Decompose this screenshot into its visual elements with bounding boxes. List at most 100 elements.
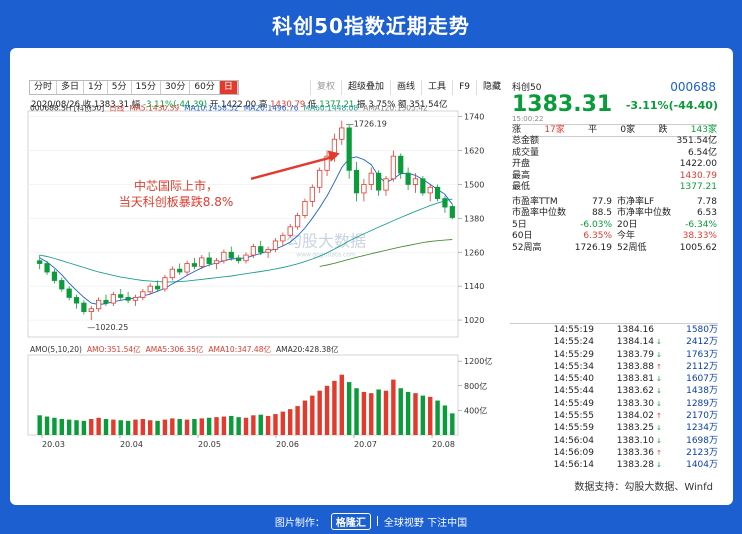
tick-arrow: ↑ xyxy=(656,362,662,371)
volume-bar xyxy=(295,406,300,435)
tool-f9[interactable]: F9 xyxy=(452,80,476,95)
volume-bar xyxy=(398,388,403,435)
tick-list[interactable]: 14:55:19 1384.16 1580万 14:55:24 1384.14 ↓ 2412… xyxy=(510,323,718,472)
ohlc-high-label: 高 xyxy=(258,100,268,110)
stat-label: 市净率中位数 xyxy=(617,208,672,218)
vol-legend-item: AMO(5,10,20) xyxy=(30,345,82,354)
volume-bar xyxy=(428,396,433,435)
stat-pair: 52周高 1726.19 xyxy=(512,243,612,254)
y-tick-label: 1140 xyxy=(464,282,484,291)
stat-pair: 市盈率中位数 88.5 xyxy=(512,208,612,219)
candle-body xyxy=(317,169,323,188)
volume-bar xyxy=(369,393,374,435)
annotation-text: 当天科创板暴跌8.8% xyxy=(119,194,234,209)
stat-label: 市净率LF xyxy=(617,196,655,207)
kline-chart[interactable]: 000688.SH [科创50] 日线 MA5:1430.39 MA10:1458.5… xyxy=(26,105,506,455)
ohlc-amp: -3.11%(-44.39) xyxy=(143,100,208,110)
ohlc-close: 1383.31 xyxy=(93,100,130,110)
tick-time: 14:55:34 xyxy=(553,361,594,372)
tick-row: 14:55:44 1383.62 ↓ 1438万 xyxy=(510,385,718,397)
volume-bar xyxy=(265,415,271,435)
vol-tick-label: 400亿 xyxy=(464,405,487,415)
volume-bar xyxy=(44,416,50,435)
tick-price: 1383.30 xyxy=(616,398,654,409)
tick-row: 14:55:24 1384.14 ↓ 2412万 xyxy=(510,336,718,348)
period-tabs: 分时 多日 1分 5分 15分 30分 60分 日 xyxy=(29,80,239,95)
stat-pair: 60日 6.35% xyxy=(512,231,612,242)
volume-bar xyxy=(324,385,330,435)
tab-intraday[interactable]: 分时 xyxy=(30,81,58,94)
volume-bar xyxy=(243,417,249,435)
tab-1min[interactable]: 1分 xyxy=(84,81,108,94)
tick-arrow: ↓ xyxy=(656,350,662,359)
stat-label: 5日 xyxy=(512,219,527,230)
tab-60min[interactable]: 60分 xyxy=(190,81,220,94)
tab-15min[interactable]: 15分 xyxy=(132,81,161,94)
candle-body xyxy=(250,246,256,256)
vol-legend-item: AMA20:428.38亿 xyxy=(276,344,339,354)
candle-body xyxy=(434,186,441,199)
tab-multiday[interactable]: 多日 xyxy=(57,81,85,94)
ma-legend-item: 日线 xyxy=(109,105,124,113)
tab-5min[interactable]: 5分 xyxy=(108,81,132,94)
volume-bar xyxy=(199,418,204,435)
tick-time: 14:56:09 xyxy=(553,447,594,458)
tick-row: 14:55:34 1383.88 ↑ 2112万 xyxy=(510,361,718,373)
footer: 图片制作： 格隆汇 全球视野 下注中国 xyxy=(0,508,742,534)
stat-pair-row: 52周高 1726.19 52周低 1005.62 xyxy=(512,243,717,254)
index-code[interactable]: 000688 xyxy=(670,80,716,94)
candle-body xyxy=(199,257,205,267)
volume-bar xyxy=(140,419,146,435)
tool-hide[interactable]: 隐藏 xyxy=(475,80,507,95)
tick-time: 14:55:49 xyxy=(553,398,594,409)
tick-row: 14:56:09 1383.36 ↑ 2123万 xyxy=(510,447,718,459)
tick-volume: 1438万 xyxy=(686,386,718,397)
volume-bar xyxy=(111,419,116,435)
volume-bar xyxy=(361,391,367,435)
candle-body xyxy=(243,254,249,262)
tick-row: 14:55:29 1383.79 ↓ 1763万 xyxy=(510,349,718,361)
tool-overlay[interactable]: 超级叠加 xyxy=(341,80,390,95)
ohlc-open: 1422.00 xyxy=(221,100,257,110)
stat-pair-row: 市盈率中位数 88.5 市净率中位数 6.53 xyxy=(512,208,717,219)
candle-body xyxy=(184,263,190,273)
tick-volume: 1580万 xyxy=(686,325,718,335)
ama120-line xyxy=(319,239,453,267)
tick-price: 1384.14 xyxy=(616,337,654,348)
x-tick-label: 20.04 xyxy=(120,440,143,449)
candle-body xyxy=(449,206,455,218)
candle-body xyxy=(309,186,315,202)
volume-bar xyxy=(339,374,344,435)
tab-daily[interactable]: 日 xyxy=(219,81,238,94)
stat-value: 351.54亿 xyxy=(676,136,718,146)
candle-body xyxy=(37,260,43,264)
candle-body xyxy=(258,246,264,253)
stat-value: 1726.19 xyxy=(574,242,612,253)
volume-bar xyxy=(96,417,101,435)
stat-row: 最高 1430.79 xyxy=(512,171,717,182)
ma5-line xyxy=(39,156,453,305)
chart-toolbar: 复权 超级叠加 画线 工具 F9 隐藏 xyxy=(310,80,507,95)
ohlc-amp-label: 幅 xyxy=(131,100,141,110)
ohlc-vol-label: 额 xyxy=(397,100,407,110)
stat-row: 开盘 1422.00 xyxy=(512,159,717,170)
tool-draw[interactable]: 画线 xyxy=(390,80,421,95)
tick-volume: 1698万 xyxy=(686,435,718,446)
tab-30min[interactable]: 30分 xyxy=(161,81,191,94)
volume-bar xyxy=(221,416,227,435)
last-price: 1383.31 xyxy=(512,92,613,117)
footer-slogan: 全球视野 下注中国 xyxy=(383,517,468,529)
volume-pane xyxy=(27,354,459,436)
volume-bar xyxy=(302,400,308,435)
stat-value: -6.03% xyxy=(580,219,612,230)
tool-tools[interactable]: 工具 xyxy=(421,80,452,95)
tool-adjust[interactable]: 复权 xyxy=(310,80,341,95)
stat-value: 1430.79 xyxy=(679,170,717,181)
volume-bar xyxy=(162,419,168,435)
ma-legend-item: MA20:1496.76 xyxy=(244,105,299,113)
y-tick-label: 1260 xyxy=(464,248,484,257)
candle-body xyxy=(88,308,94,312)
volume-bar xyxy=(346,382,352,435)
vol-tick-label: 800亿 xyxy=(464,381,487,391)
stat-pair-row: 60日 6.35% 今年 38.33% xyxy=(512,231,717,242)
